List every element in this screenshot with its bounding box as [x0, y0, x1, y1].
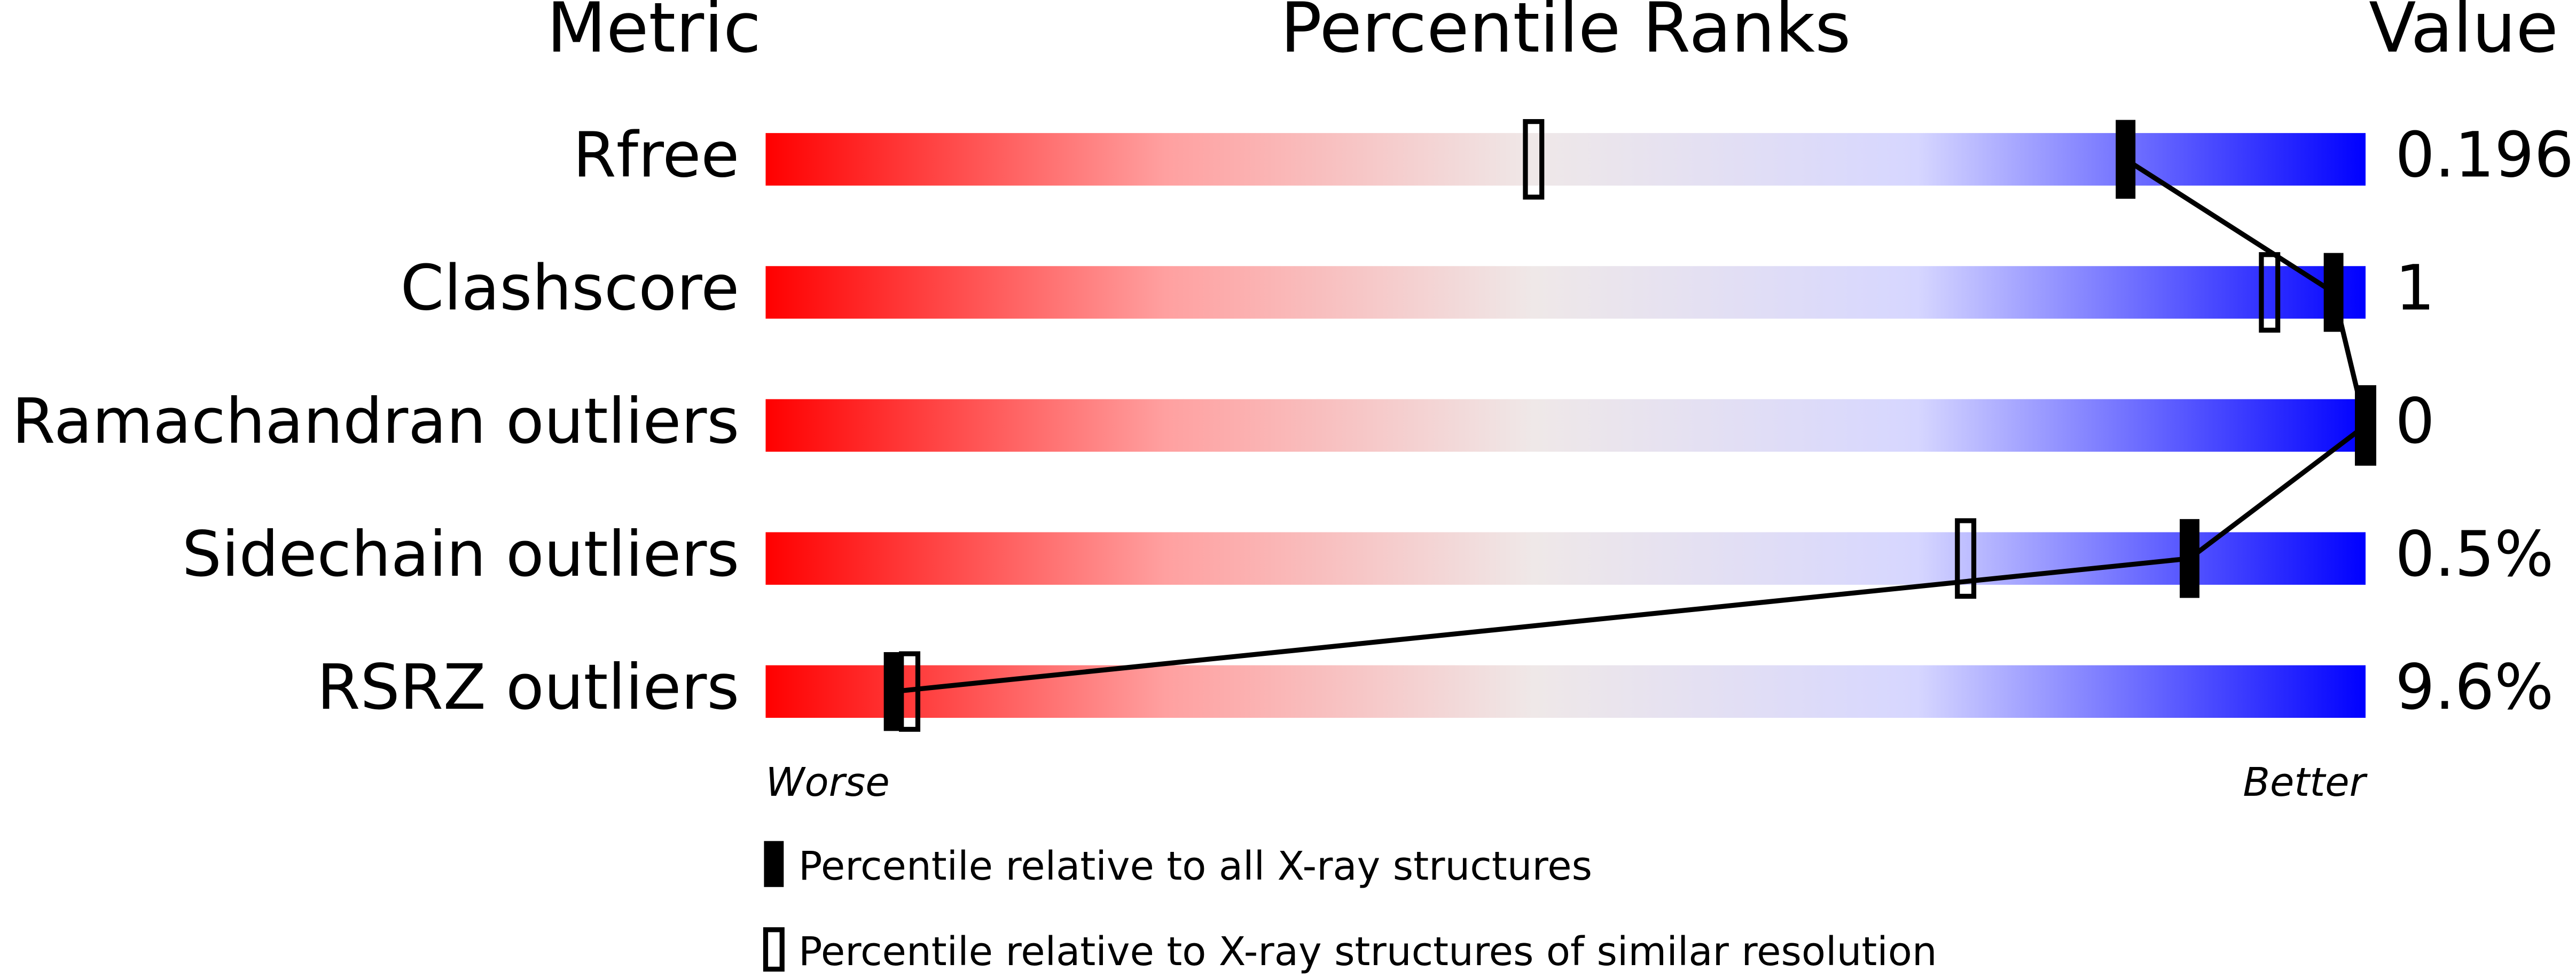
slider-bar	[765, 266, 2366, 319]
metric-label: Ramachandran outliers	[12, 385, 739, 458]
slider-bar	[765, 665, 2366, 718]
metric-label: RSRZ outliers	[317, 651, 739, 724]
all-marker	[2116, 120, 2136, 199]
similar-marker	[2259, 252, 2281, 333]
metric-label: Rfree	[573, 119, 740, 192]
all-marker	[2180, 519, 2199, 598]
metric-value: 1	[2395, 252, 2434, 325]
legend-label: Percentile relative to all X-ray structu…	[798, 843, 1592, 889]
legend-swatch	[764, 841, 784, 887]
ranks-header: Percentile Ranks	[1280, 0, 1851, 68]
all-marker	[883, 652, 904, 731]
metric-value: 0.5%	[2395, 518, 2554, 591]
legend-label: Percentile relative to X-ray structures …	[798, 929, 1937, 975]
metric-label: Clashscore	[401, 252, 740, 325]
slider-bar	[765, 532, 2366, 585]
slider-bar	[765, 133, 2366, 186]
metric-label: Sidechain outliers	[182, 518, 739, 591]
metric-header: Metric	[547, 0, 762, 68]
similar-marker	[1523, 119, 1545, 200]
all-marker	[2355, 386, 2376, 465]
metric-value: 0	[2395, 385, 2434, 458]
better-label: Better	[2243, 759, 2368, 805]
legend-swatch	[763, 927, 785, 972]
worse-label: Worse	[765, 759, 889, 805]
metric-value: 0.196	[2395, 119, 2574, 192]
similar-marker	[1955, 518, 1977, 599]
all-marker	[2323, 253, 2344, 332]
metric-value: 9.6%	[2395, 651, 2554, 724]
slider-bar	[765, 399, 2366, 452]
value-header: Value	[2369, 0, 2558, 68]
